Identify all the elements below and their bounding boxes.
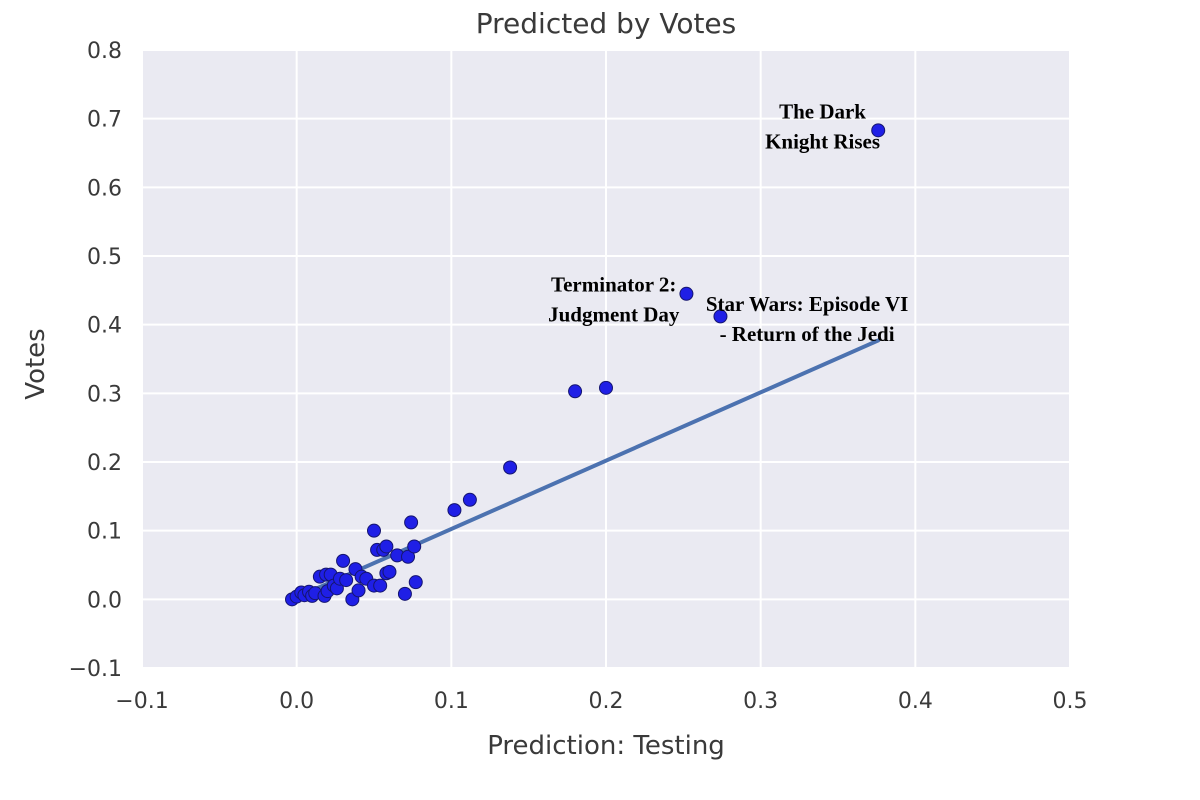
data-point [679,286,694,301]
annotations: The Dark Knight Rises Terminator 2: Judgmen… [548,100,908,346]
data-point [462,492,477,507]
data-point [408,575,423,590]
x-tick-label: −0.1 [115,689,168,714]
y-tick-label: 0.7 [87,108,122,133]
tick-labels: −0.1 0.0 0.1 0.2 0.3 0.4 0.5 −0.1 0.0 0.1 0.2 0.3 0.… [69,39,1088,714]
x-tick-label: 0.0 [279,689,314,714]
y-tick-label: 0.4 [87,314,122,339]
data-point [351,583,366,598]
annotation-label: Terminator 2: Judgment Day [548,273,680,327]
y-tick-label: 0.6 [87,176,122,201]
data-point [379,539,394,554]
y-tick-label: −0.1 [69,657,122,682]
data-point [339,573,354,588]
x-tick-label: 0.4 [898,689,933,714]
data-points [285,123,886,607]
y-tick-label: 0.2 [87,451,122,476]
y-tick-label: 0.5 [87,245,122,270]
data-point [401,549,416,564]
y-tick-label: 0.1 [87,520,122,545]
annotation-label: The Dark Knight Rises [765,100,880,154]
data-point [367,523,381,538]
data-point [336,553,351,568]
data-point [503,460,518,475]
annotation-line: Knight Rises [765,130,880,154]
annotation-line: Judgment Day [548,303,680,327]
data-point [404,515,419,530]
x-tick-label: 0.1 [434,689,469,714]
annotation-line: Star Wars: Episode VI [706,292,908,316]
data-point [447,503,462,518]
chart-title: Predicted by Votes [476,7,737,40]
y-axis-label: Votes [21,328,51,399]
data-point [713,309,728,324]
annotation-line: Terminator 2: [551,273,676,297]
x-axis-label: Prediction: Testing [487,731,725,761]
data-point [382,564,397,579]
x-tick-label: 0.5 [1053,689,1088,714]
data-point [373,578,388,593]
data-point [407,539,422,554]
y-tick-label: 0.8 [87,39,122,64]
annotation-label: Star Wars: Episode VI - Return of the Jed… [706,292,908,346]
x-tick-label: 0.2 [589,689,624,714]
annotation-line: The Dark [779,100,866,124]
data-point [397,586,412,601]
y-tick-label: 0.3 [87,382,122,407]
data-point [599,380,613,395]
data-point [871,123,886,138]
x-tick-label: 0.3 [743,689,778,714]
data-point [568,384,583,399]
annotation-line: - Return of the Jedi [720,322,895,346]
y-tick-label: 0.0 [87,588,122,613]
